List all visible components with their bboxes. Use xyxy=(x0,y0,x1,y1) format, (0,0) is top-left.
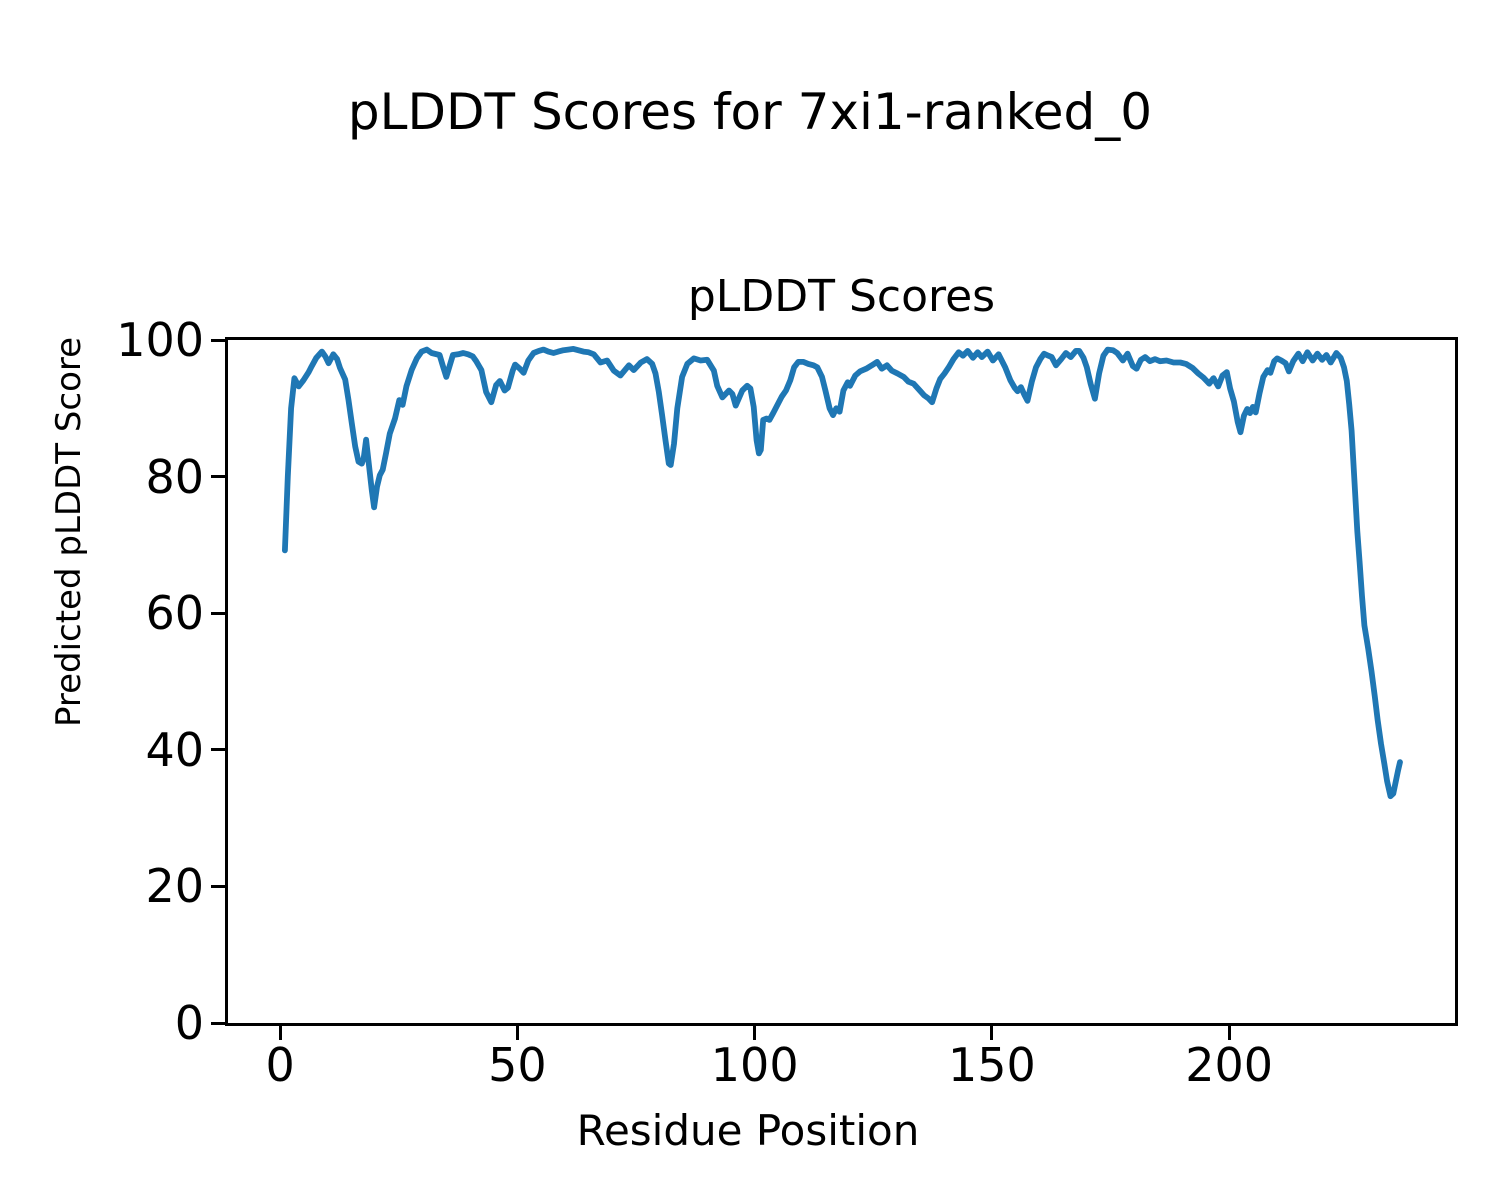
axes: 0 50 100 150 200 0 20 40 60 80 100 xyxy=(116,314,1458,1090)
y-tick-label: 20 xyxy=(145,859,204,914)
x-axis-tick xyxy=(515,1023,519,1040)
y-tick-label: 0 xyxy=(174,996,204,1050)
y-tick-label: 40 xyxy=(145,722,204,777)
x-tick-label: 100 xyxy=(710,1038,799,1092)
y-tick-label: 100 xyxy=(116,313,204,367)
x-tick-label: 150 xyxy=(947,1038,1036,1092)
x-axis-tick xyxy=(1227,1023,1231,1040)
axes-title: pLDDT Scores xyxy=(687,271,996,322)
x-tick-label: 0 xyxy=(265,1038,295,1092)
y-tick-label: 60 xyxy=(145,586,204,641)
x-axis-tick xyxy=(753,1023,757,1040)
y-axis-tick xyxy=(211,338,228,342)
y-tick-label: 80 xyxy=(145,449,204,504)
x-axis-tick xyxy=(278,1023,282,1040)
y-axis-tick xyxy=(211,748,228,752)
y-axis-tick xyxy=(211,884,228,888)
y-axis-label: Predicted pLDDT Score xyxy=(49,336,89,728)
x-axis-tick xyxy=(990,1023,994,1040)
plot-area xyxy=(282,345,1403,800)
y-axis-tick xyxy=(211,611,228,615)
x-axis-label: Residue Position xyxy=(576,1106,920,1155)
figure-title: pLDDT Scores for 7xi1-ranked_0 xyxy=(347,83,1153,141)
y-axis-tick xyxy=(211,475,228,479)
plddt-line xyxy=(282,345,1403,800)
x-tick-label: 50 xyxy=(488,1038,547,1092)
x-tick-label: 200 xyxy=(1185,1038,1273,1092)
y-axis-tick xyxy=(211,1021,228,1025)
